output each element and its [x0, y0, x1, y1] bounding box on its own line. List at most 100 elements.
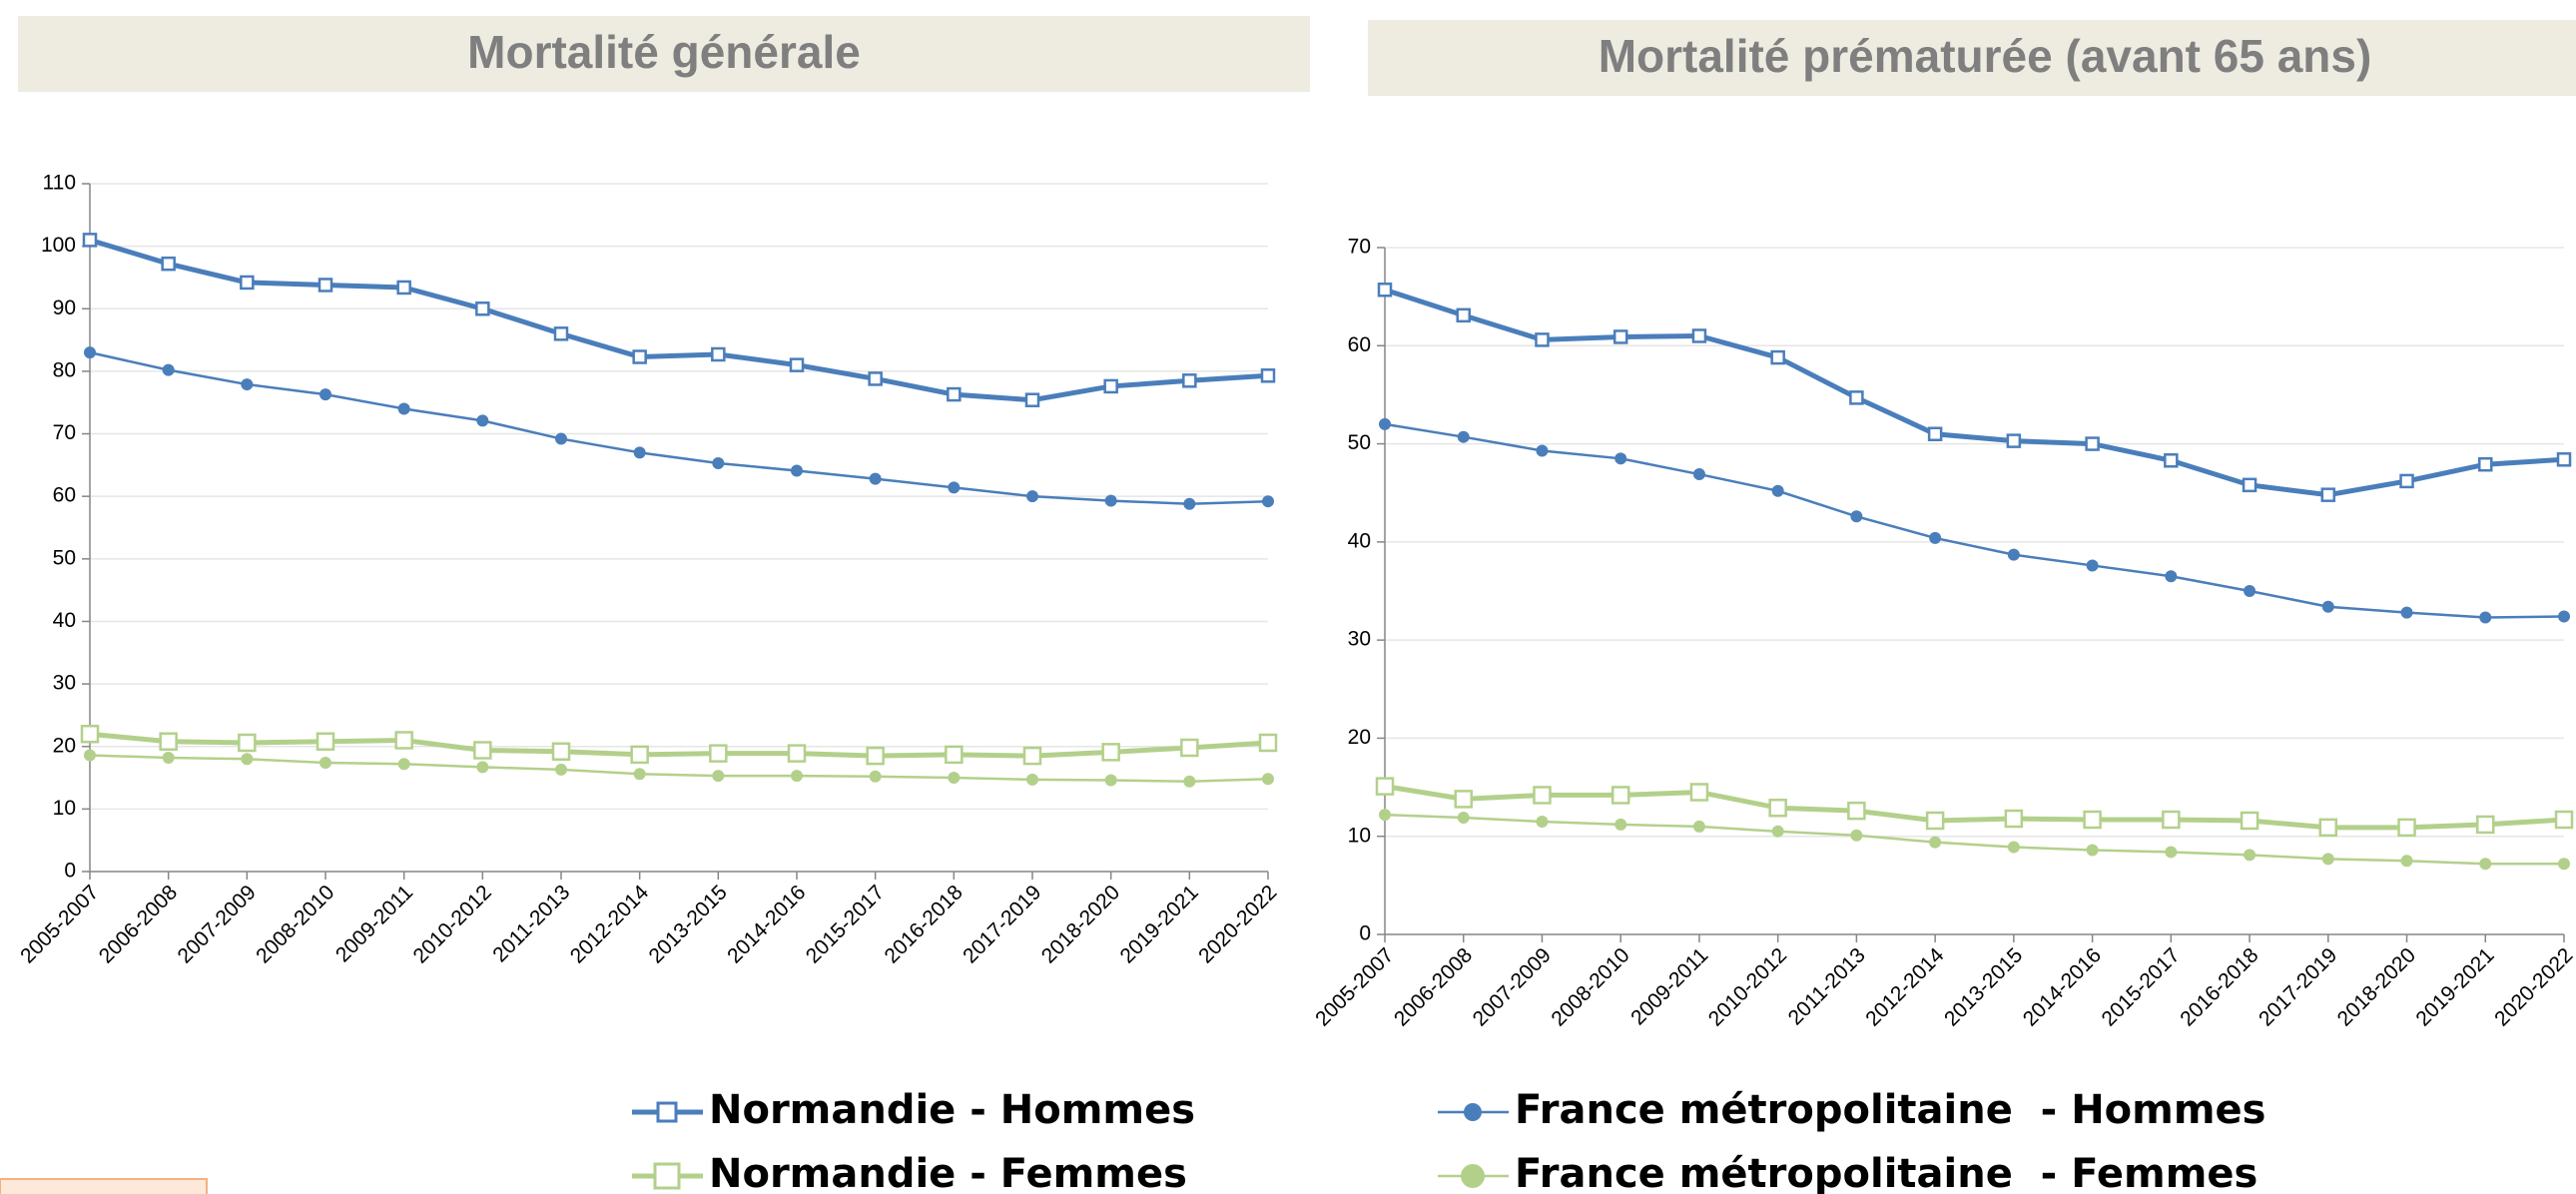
- point: [2478, 456, 2493, 472]
- point: [2085, 436, 2100, 451]
- point: [948, 772, 961, 785]
- y-tick-label: 20: [53, 734, 76, 757]
- point: [2244, 585, 2256, 597]
- series-line: [89, 754, 1269, 784]
- point: [2165, 846, 2178, 859]
- point: [1375, 777, 1395, 796]
- point: [475, 301, 490, 316]
- point: [1610, 786, 1630, 805]
- legend-item: France métropolitaine - Hommes: [1438, 1087, 2265, 1133]
- point: [2556, 452, 2572, 467]
- y-tick-label: 0: [64, 860, 76, 883]
- point: [947, 386, 962, 402]
- point: [2004, 809, 2024, 829]
- point: [1262, 773, 1274, 786]
- point: [948, 481, 961, 494]
- x-tick-label: 2019-2021: [1116, 881, 1203, 967]
- point: [2165, 570, 2178, 583]
- point: [84, 749, 96, 762]
- y-tick-label: 90: [53, 297, 76, 319]
- legend-item: Normandie - Hommes: [632, 1087, 1195, 1133]
- point: [1689, 783, 1709, 802]
- y-tick-label: 40: [1348, 529, 1371, 552]
- x-tick-label: 2009-2011: [331, 881, 417, 966]
- y-tick-label: 30: [1348, 628, 1371, 651]
- point: [1024, 392, 1040, 407]
- legend-label: France métropolitaine - Hommes: [1515, 1087, 2265, 1133]
- point: [2240, 811, 2259, 831]
- y-tick-label: 20: [1348, 726, 1371, 749]
- point: [633, 768, 646, 781]
- y-tick-label: 60: [1348, 333, 1371, 356]
- point: [553, 326, 569, 341]
- series-line: [89, 731, 1269, 759]
- point: [320, 757, 331, 770]
- point: [2400, 855, 2413, 868]
- point: [866, 746, 885, 766]
- x-tick-label: 2011-2013: [1784, 943, 1870, 1029]
- point: [396, 280, 411, 296]
- point: [1026, 773, 1038, 786]
- point: [161, 256, 176, 272]
- y-tick-label: 70: [53, 421, 76, 444]
- point: [787, 744, 807, 763]
- point: [789, 357, 805, 372]
- series-line: [1384, 813, 2564, 866]
- point: [1929, 531, 1942, 544]
- point: [1258, 733, 1278, 753]
- x-tick-label: 2009-2011: [1626, 943, 1712, 1029]
- legend-label: Normandie - Femmes: [709, 1151, 1187, 1194]
- x-tick-label: 2014-2016: [723, 881, 810, 967]
- point: [318, 278, 333, 293]
- point: [1692, 820, 1705, 833]
- point: [2244, 849, 2256, 862]
- series-line: [1384, 784, 2565, 831]
- point: [241, 753, 254, 766]
- point: [791, 770, 803, 783]
- point: [945, 745, 964, 765]
- x-tick-label: 2006-2008: [95, 881, 182, 967]
- x-tick-label: 2007-2009: [1469, 943, 1556, 1030]
- point: [632, 349, 647, 364]
- point: [320, 388, 331, 401]
- point: [397, 758, 410, 771]
- point: [1260, 368, 1276, 383]
- point: [1104, 494, 1117, 507]
- legend-label: Normandie - Hommes: [709, 1087, 1195, 1133]
- point: [397, 402, 410, 415]
- point: [712, 456, 725, 469]
- point: [238, 733, 257, 753]
- point: [476, 761, 489, 774]
- y-tick-label: 80: [53, 358, 76, 381]
- point: [630, 745, 649, 765]
- point: [2476, 815, 2495, 835]
- x-tick-label: 2019-2021: [2411, 943, 2498, 1030]
- y-tick-label: 70: [1348, 236, 1371, 259]
- point: [476, 414, 489, 427]
- point: [162, 363, 175, 376]
- x-tick-label: 2010-2012: [409, 881, 496, 967]
- x-tick-label: 2008-2010: [1547, 943, 1633, 1030]
- x-tick-label: 2006-2008: [1390, 943, 1477, 1030]
- y-tick-label: 60: [53, 484, 76, 507]
- point: [241, 378, 254, 391]
- point: [473, 741, 492, 760]
- point: [2558, 610, 2570, 623]
- point: [1183, 775, 1196, 788]
- point: [1614, 818, 1627, 831]
- x-tick-label: 2016-2018: [881, 881, 967, 967]
- point: [1614, 452, 1627, 465]
- point: [1771, 484, 1784, 497]
- point: [2318, 818, 2338, 838]
- point: [869, 770, 882, 783]
- point: [82, 233, 98, 248]
- legend-marker: [1464, 1103, 1482, 1121]
- point: [1456, 307, 1471, 323]
- point: [1104, 774, 1117, 787]
- x-tick-label: 2008-2010: [252, 881, 338, 967]
- point: [1612, 329, 1628, 344]
- x-tick-label: 2015-2017: [802, 881, 889, 967]
- x-tick-label: 2011-2013: [488, 881, 574, 966]
- x-tick-label: 2007-2009: [174, 881, 261, 967]
